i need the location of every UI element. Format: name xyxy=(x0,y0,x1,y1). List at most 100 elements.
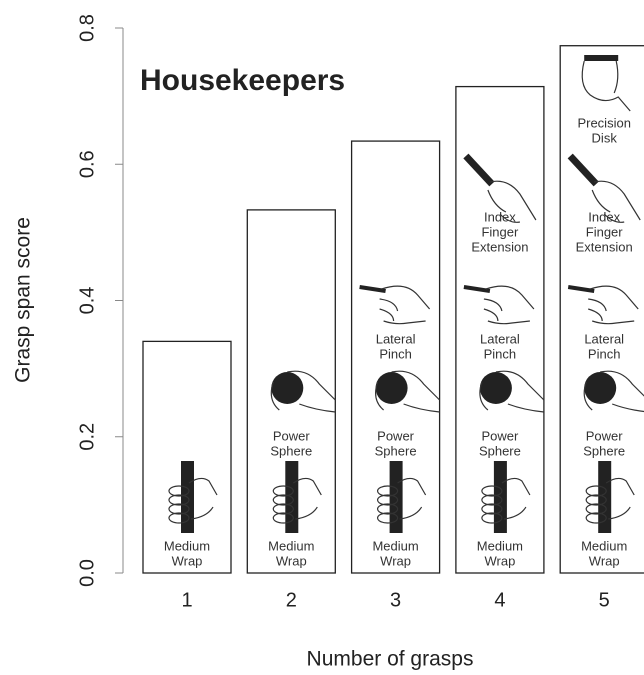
grasp-icon xyxy=(375,370,441,413)
grasp-label: Sphere xyxy=(270,443,312,458)
y-axis-title: Grasp span score xyxy=(12,217,35,383)
grasp-icon xyxy=(168,461,218,533)
icon-finger xyxy=(377,503,399,515)
grasp-label: Wrap xyxy=(276,553,307,568)
icon-hand xyxy=(588,285,639,325)
grasp-label: Medium xyxy=(477,538,523,553)
icon-hand xyxy=(375,370,441,413)
icon-hand xyxy=(487,180,537,223)
grasp-icon xyxy=(583,370,644,413)
grasp-label: Finger xyxy=(586,224,624,239)
x-tick-label: 5 xyxy=(599,589,610,611)
icon-finger xyxy=(168,503,190,515)
grasp-label: Extension xyxy=(576,239,633,254)
icon-finger xyxy=(585,485,607,497)
icon-hand xyxy=(292,477,322,520)
grasp-label: Power xyxy=(481,428,519,443)
chart-title: Housekeepers xyxy=(140,64,345,97)
y-tick-label: 0.8 xyxy=(76,14,98,42)
icon-hand xyxy=(483,285,535,325)
grasp-icon xyxy=(377,461,427,533)
x-tick-label: 1 xyxy=(181,589,192,611)
icon-ball xyxy=(479,372,512,404)
icon-ball xyxy=(271,372,304,404)
icon-ball xyxy=(584,372,617,404)
icon-finger xyxy=(377,485,399,497)
icon-finger xyxy=(585,503,607,515)
bar xyxy=(142,340,232,574)
icon-hand xyxy=(583,370,644,413)
icon-finger xyxy=(272,494,294,506)
grasp-label: Medium xyxy=(164,538,210,553)
icon-object xyxy=(463,285,491,293)
x-tick-label: 3 xyxy=(390,589,401,611)
y-tick-label: 0.6 xyxy=(76,150,98,178)
grasp-label: Medium xyxy=(268,538,314,553)
grasp-label: Sphere xyxy=(583,443,625,458)
grasp-label: Pinch xyxy=(588,346,621,361)
grasp-label: Precision xyxy=(577,115,630,130)
icon-object xyxy=(463,153,495,187)
grasp-icon xyxy=(479,370,545,413)
icon-object xyxy=(359,285,386,293)
icon-finger xyxy=(272,485,294,497)
grasp-icon xyxy=(359,285,431,325)
y-tick-label: 0.0 xyxy=(76,559,98,587)
grasp-label: Wrap xyxy=(172,553,203,568)
icon-finger xyxy=(481,494,503,506)
icon-finger xyxy=(585,512,607,524)
icon-hand xyxy=(188,477,218,520)
grasp-label: Finger xyxy=(481,224,519,239)
icon-finger xyxy=(168,512,190,524)
icon-finger xyxy=(481,512,503,524)
icon-finger xyxy=(481,503,503,515)
grasp-label: Lateral xyxy=(584,331,624,346)
grasp-label: Wrap xyxy=(484,553,515,568)
icon-finger xyxy=(481,485,503,497)
icon-finger xyxy=(585,494,607,506)
grasp-label: Medium xyxy=(581,538,627,553)
grasp-icon xyxy=(567,285,639,325)
icon-finger xyxy=(377,494,399,506)
grasp-icon xyxy=(272,461,322,533)
icon-finger xyxy=(377,512,399,524)
x-tick-label: 2 xyxy=(286,589,297,611)
grasp-icon xyxy=(463,153,537,223)
grasp-label: Power xyxy=(273,428,311,443)
grasp-label: Wrap xyxy=(380,553,411,568)
grasp-icon xyxy=(581,55,631,112)
icon-hand xyxy=(379,285,431,325)
grasp-icon xyxy=(585,461,635,533)
grasp-label: Pinch xyxy=(484,346,517,361)
grasp-label: Sphere xyxy=(479,443,521,458)
icon-hand xyxy=(605,477,635,520)
x-tick-label: 4 xyxy=(494,589,505,611)
grasp-label: Disk xyxy=(592,130,618,145)
y-tick-label: 0.4 xyxy=(76,287,98,315)
grasp-label: Medium xyxy=(372,538,418,553)
x-axis-title: Number of grasps xyxy=(307,648,474,671)
grasp-label: Power xyxy=(377,428,415,443)
grasp-label: Extension xyxy=(471,239,528,254)
icon-hand xyxy=(591,180,641,223)
icon-object xyxy=(567,153,599,187)
grasp-label: Index xyxy=(588,209,620,224)
icon-hand xyxy=(581,60,631,112)
icon-finger xyxy=(272,512,294,524)
icon-object xyxy=(567,285,595,293)
grasp-label: Sphere xyxy=(375,443,417,458)
y-tick-label: 0.2 xyxy=(76,423,98,451)
grasp-label: Index xyxy=(484,209,516,224)
grasp-label: Pinch xyxy=(379,346,412,361)
icon-finger xyxy=(168,494,190,506)
icon-hand xyxy=(501,477,531,520)
grasp-label: Lateral xyxy=(376,331,416,346)
grasp-label: Power xyxy=(586,428,624,443)
icon-hand xyxy=(270,370,336,413)
grasp-icon xyxy=(463,285,535,325)
icon-hand xyxy=(397,477,427,520)
icon-finger xyxy=(272,503,294,515)
icon-finger xyxy=(168,485,190,497)
icon-hand xyxy=(479,370,545,413)
